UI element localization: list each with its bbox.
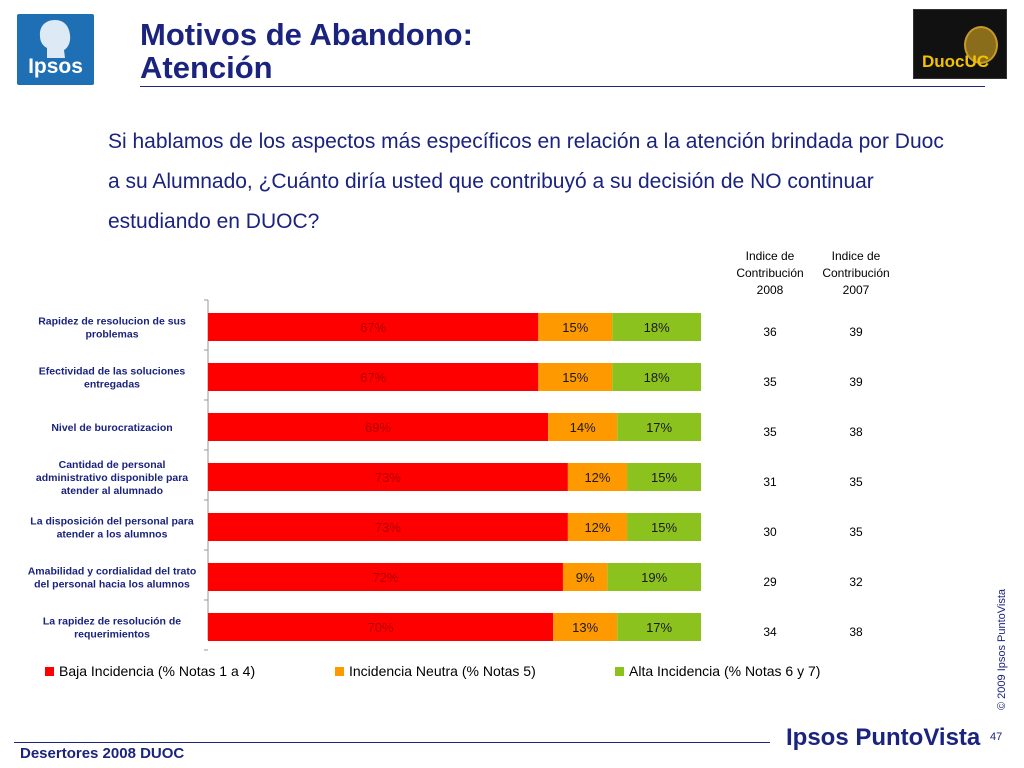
data-label: 73% bbox=[375, 520, 401, 535]
bar-segment bbox=[612, 313, 701, 341]
bar-segment bbox=[208, 563, 563, 591]
duoc-seal-icon bbox=[964, 26, 998, 64]
data-label: 67% bbox=[360, 370, 386, 385]
bar-segment bbox=[208, 413, 549, 441]
index-header-2008-line1: Indice de bbox=[745, 249, 795, 263]
ipsos-logo: Ipsos bbox=[17, 14, 94, 85]
index-2008-value: 31 bbox=[763, 475, 777, 489]
data-label: 15% bbox=[562, 370, 588, 385]
category-label: Amabilidad y cordialidad del trato del pe… bbox=[28, 566, 197, 591]
data-label: 9% bbox=[576, 570, 595, 585]
puntovista-logo: Ipsos PuntoVista bbox=[786, 724, 981, 751]
index-2007-value: 32 bbox=[849, 575, 863, 589]
index-2007-value: 39 bbox=[849, 325, 863, 339]
index-2008-value: 30 bbox=[763, 525, 777, 539]
data-label: 14% bbox=[570, 420, 596, 435]
category-label: Nivel de burocratizacion bbox=[51, 422, 172, 434]
bar-segment bbox=[627, 513, 701, 541]
index-header-2008-line2: Contribución bbox=[736, 266, 804, 280]
data-label: 18% bbox=[644, 370, 670, 385]
ipsos-logo-text: Ipsos bbox=[28, 55, 83, 78]
index-header-2007-line1: Indice de bbox=[831, 249, 881, 263]
index-2008-value: 29 bbox=[763, 575, 777, 589]
data-label: 15% bbox=[562, 320, 588, 335]
copyright-text: © 2009 Ipsos PuntoVista bbox=[996, 588, 1008, 710]
bar-segment bbox=[208, 463, 568, 491]
data-label: 12% bbox=[584, 470, 610, 485]
index-2007-value: 38 bbox=[849, 625, 863, 639]
bar-segment bbox=[548, 413, 618, 441]
index-header-2007: Indice de Contribución 2007 bbox=[811, 248, 901, 299]
data-label: 17% bbox=[646, 620, 672, 635]
index-2007-value: 35 bbox=[849, 525, 863, 539]
index-2008-value: 34 bbox=[763, 625, 777, 639]
legend-swatch bbox=[45, 667, 54, 676]
bar-segment bbox=[562, 563, 608, 591]
survey-question: Si hablamos de los aspectos más específi… bbox=[108, 130, 944, 233]
data-label: 19% bbox=[641, 570, 667, 585]
bar-segment bbox=[627, 463, 701, 491]
bar-segment bbox=[607, 563, 701, 591]
data-label: 12% bbox=[584, 520, 610, 535]
bar-segment bbox=[612, 363, 701, 391]
index-2008-value: 35 bbox=[763, 425, 777, 439]
title-divider bbox=[140, 86, 985, 87]
bar-segment bbox=[538, 363, 613, 391]
bar-segment bbox=[553, 613, 618, 641]
legend-label: Alta Incidencia (% Notas 6 y 7) bbox=[629, 663, 820, 679]
category-label: Efectividad de las soluciones entregadas bbox=[39, 366, 186, 391]
bar-segment bbox=[208, 313, 539, 341]
bar-segment bbox=[538, 313, 613, 341]
footer-divider bbox=[14, 742, 770, 743]
head-silhouette-icon bbox=[39, 20, 71, 58]
bar-segment bbox=[567, 463, 628, 491]
data-label: 15% bbox=[651, 520, 677, 535]
page-title-line2: Atención bbox=[140, 50, 273, 85]
bar-segment bbox=[208, 613, 554, 641]
data-label: 73% bbox=[375, 470, 401, 485]
category-label: La rapidez de resolución de requerimiento… bbox=[43, 616, 181, 641]
duoc-logo-text: DuocUC bbox=[922, 52, 990, 71]
category-label: La disposición del personal para atender … bbox=[30, 516, 194, 541]
data-label: 72% bbox=[372, 570, 398, 585]
index-2007-value: 38 bbox=[849, 425, 863, 439]
data-label: 67% bbox=[360, 320, 386, 335]
data-label: 17% bbox=[646, 420, 672, 435]
page-number: 47 bbox=[990, 731, 1003, 743]
data-label: 15% bbox=[651, 470, 677, 485]
legend-swatch bbox=[335, 667, 344, 676]
index-header-2007-line2: Contribución bbox=[822, 266, 890, 280]
bar-segment bbox=[567, 513, 628, 541]
bar-segment bbox=[617, 613, 701, 641]
category-label: Rapidez de resolucion de sus problemas bbox=[38, 316, 186, 341]
index-2008-value: 35 bbox=[763, 375, 777, 389]
page-title-line1: Motivos de Abandono: bbox=[140, 17, 473, 52]
index-header-2008: Indice de Contribución 2008 bbox=[725, 248, 815, 299]
copyright-note: © 2009 Ipsos PuntoVista bbox=[996, 588, 1008, 710]
stacked-bar-chart: Rapidez de resolucion de sus problemas 67%… bbox=[28, 299, 863, 679]
category-label: Cantidad de personal administrativo dispo… bbox=[36, 459, 188, 497]
footer-study-name: Desertores 2008 DUOC bbox=[20, 745, 185, 762]
bar-segment bbox=[208, 363, 539, 391]
data-label: 18% bbox=[644, 320, 670, 335]
index-2007-value: 39 bbox=[849, 375, 863, 389]
index-2007-value: 35 bbox=[849, 475, 863, 489]
index-2008-value: 36 bbox=[763, 325, 777, 339]
duoc-logo: DuocUC bbox=[913, 9, 1007, 79]
data-label: 13% bbox=[572, 620, 598, 635]
data-label: 69% bbox=[365, 420, 391, 435]
legend-label: Incidencia Neutra (% Notas 5) bbox=[349, 663, 536, 679]
page-title: Motivos de Abandono: Atención bbox=[140, 18, 473, 84]
bar-segment bbox=[208, 513, 568, 541]
data-label: 70% bbox=[368, 620, 394, 635]
legend-swatch bbox=[615, 667, 624, 676]
bar-segment bbox=[617, 413, 701, 441]
legend-label: Baja Incidencia (% Notas 1 a 4) bbox=[59, 663, 255, 679]
index-header-2008-line3: 2008 bbox=[756, 283, 784, 297]
index-header-2007-line3: 2007 bbox=[842, 283, 870, 297]
